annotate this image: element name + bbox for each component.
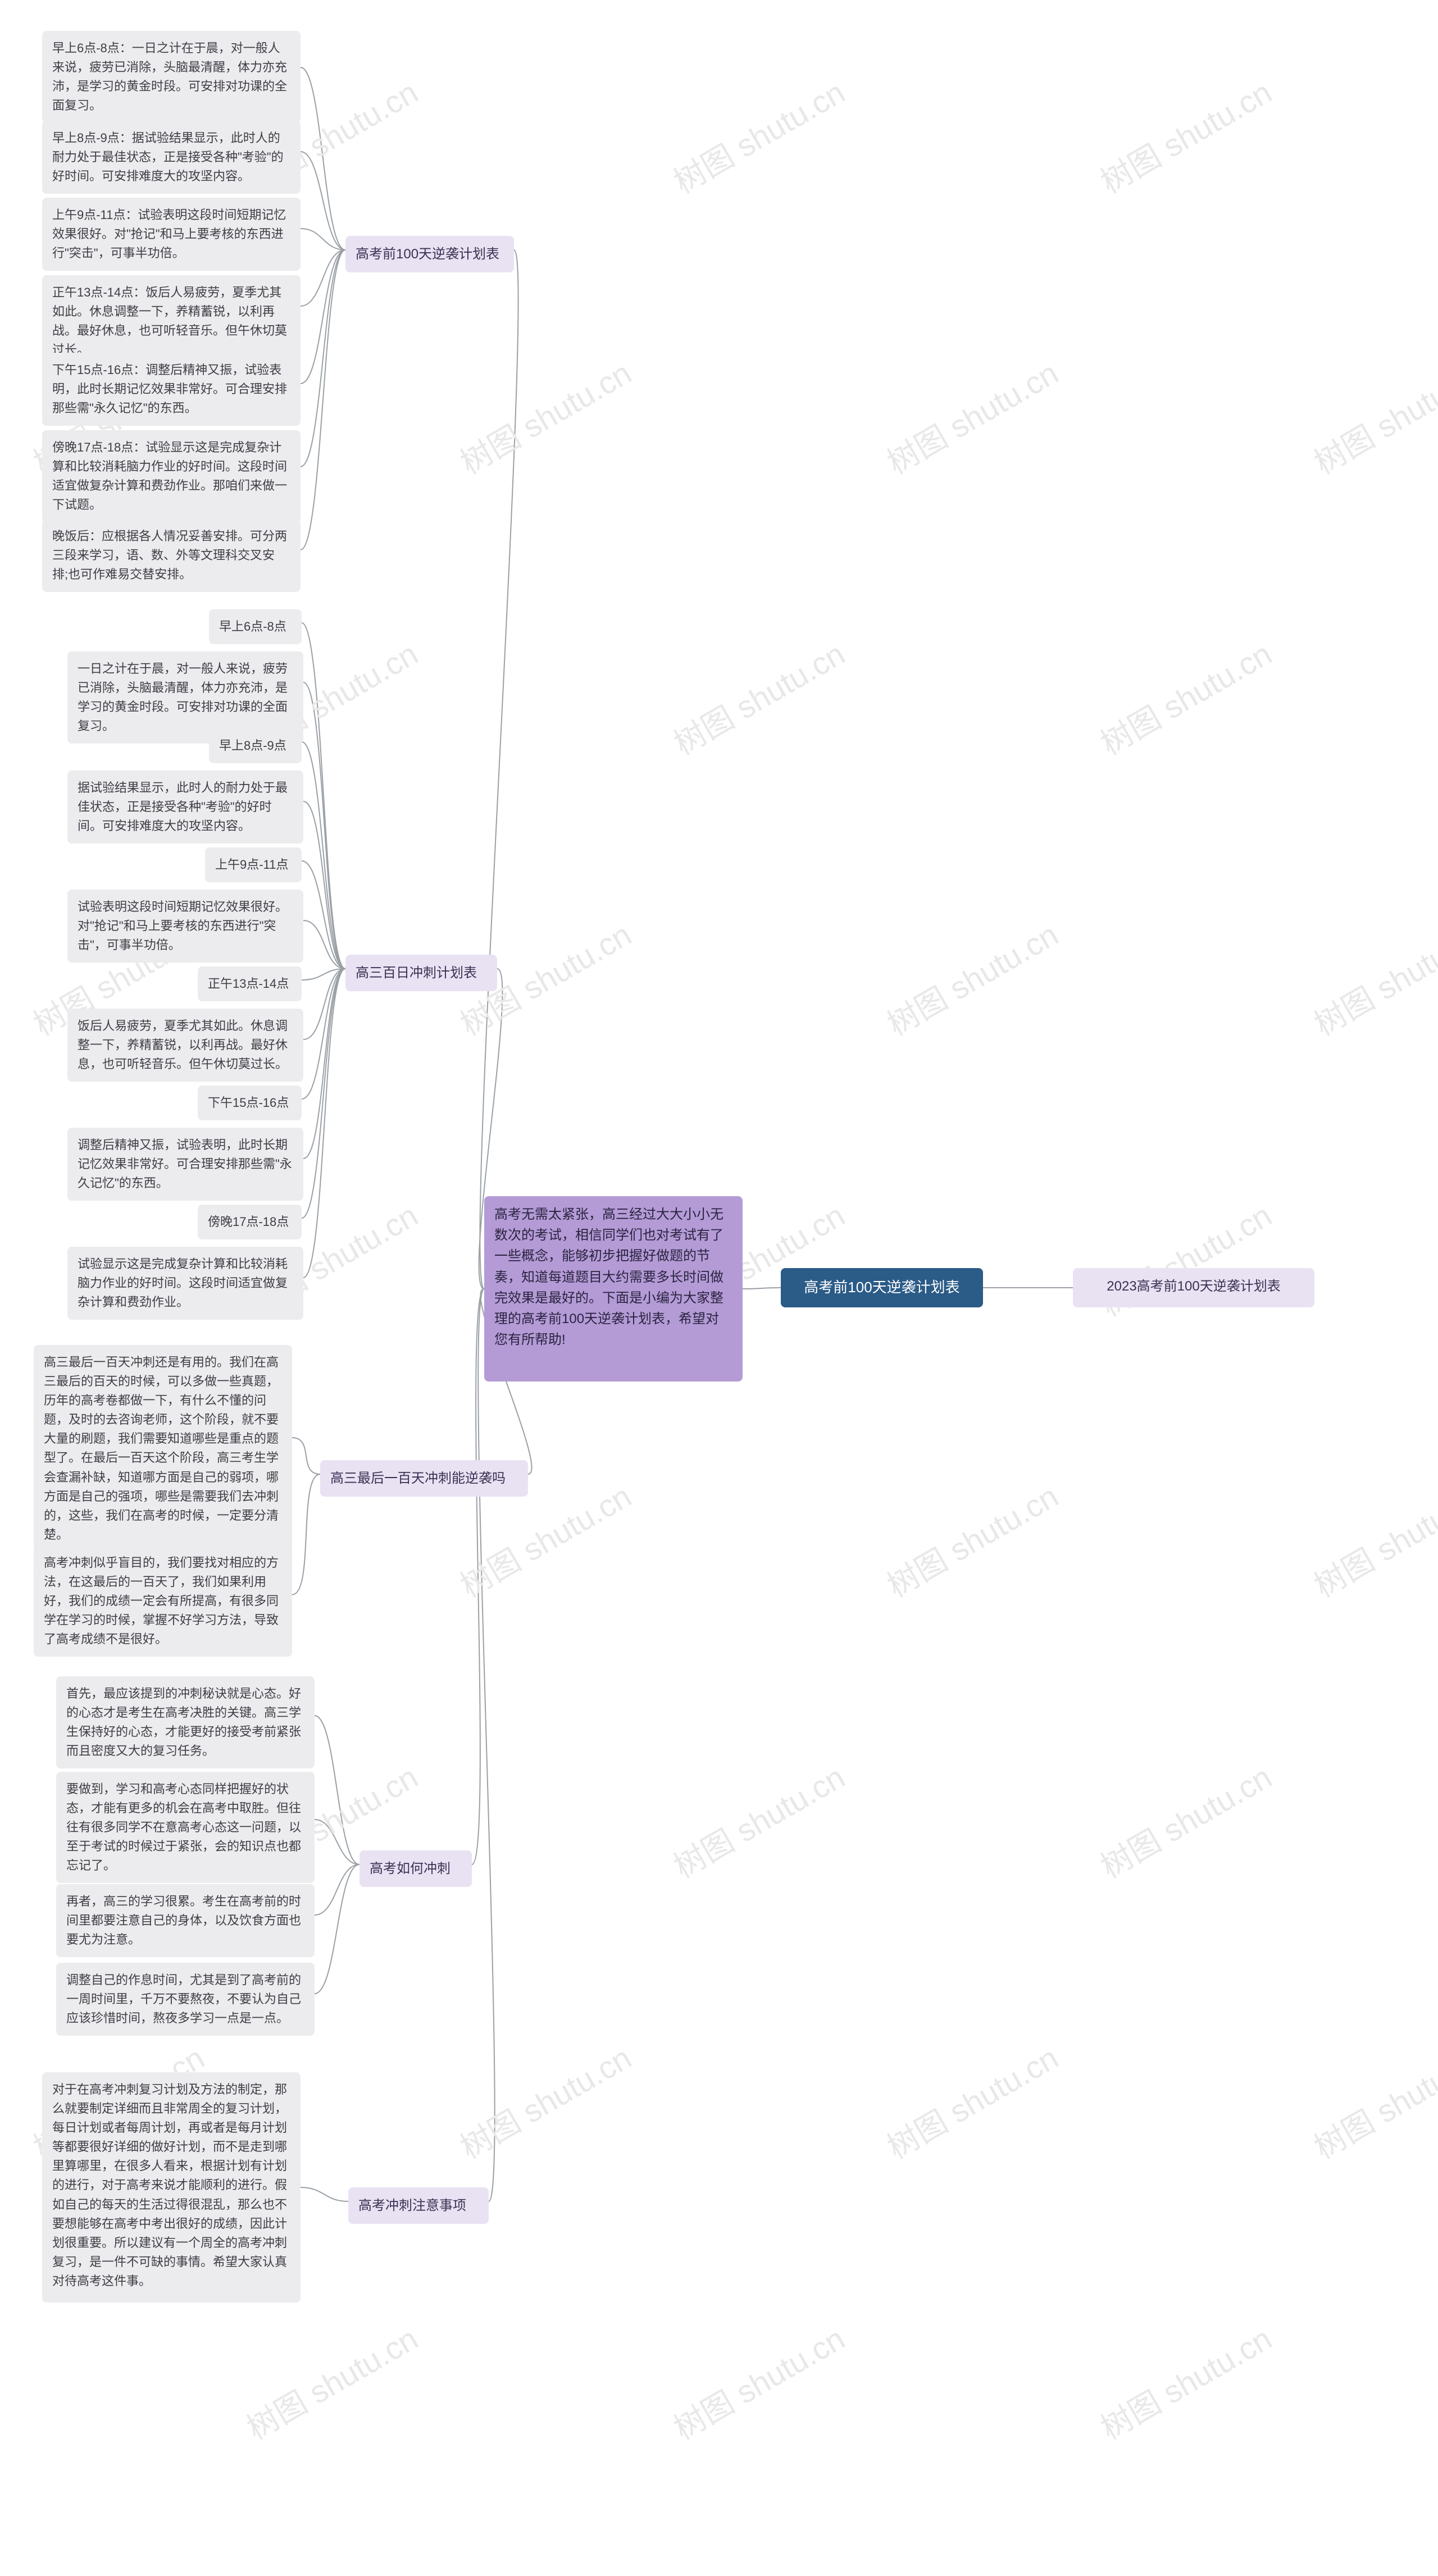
watermark: 树图 shutu.cn (450, 2034, 638, 2168)
leaf-s3-0: 高三最后一百天冲刺还是有用的。我们在高三最后的百天的时候，可以多做一些真题，历年… (34, 1345, 292, 1552)
leaf-s2-8: 下午15点-16点 (198, 1086, 302, 1120)
leaf-s2-10: 傍晚17点-18点 (198, 1205, 302, 1239)
watermark: 树图 shutu.cn (664, 630, 852, 764)
leaf-s2-4: 上午9点-11点 (205, 847, 302, 882)
leaf-s4-0: 首先，最应该提到的冲刺秘诀就是心态。好的心态才是考生在高考决胜的关键。高三学生保… (56, 1676, 315, 1768)
leaf-s2-11: 试验显示这是完成复杂计算和比较消耗脑力作业的好时间。这段时间适宜做复杂计算和费劲… (67, 1247, 303, 1320)
watermark: 树图 shutu.cn (1091, 1753, 1278, 1887)
section-s2: 高三百日冲刺计划表 (345, 955, 497, 991)
leaf-s1-4: 下午15点-16点：调整后精神又振，试验表明，此时长期记忆效果非常好。可合理安排… (42, 353, 301, 426)
watermark: 树图 shutu.cn (1304, 910, 1438, 1045)
watermark: 树图 shutu.cn (1304, 2034, 1438, 2168)
leaf-s1-1: 早上8点-9点：据试验结果显示，此时人的耐力处于最佳状态，正是接受各种"考验"的… (42, 121, 301, 194)
watermark: 树图 shutu.cn (1091, 68, 1278, 203)
leaf-s2-2: 早上8点-9点 (209, 728, 302, 763)
watermark: 树图 shutu.cn (664, 68, 852, 203)
leaf-s5-0: 对于在高考冲刺复习计划及方法的制定，那么就要制定详细而且非常周全的复习计划，每日… (42, 2072, 301, 2303)
watermark: 树图 shutu.cn (877, 2034, 1065, 2168)
right-branch-node: 2023高考前100天逆袭计划表 (1073, 1268, 1314, 1307)
leaf-s2-9: 调整后精神又振，试验表明，此时长期记忆效果非常好。可合理安排那些需"永久记忆"的… (67, 1128, 303, 1201)
leaf-s1-5: 傍晚17点-18点：试验显示这是完成复杂计算和比较消耗脑力作业的好时间。这段时间… (42, 430, 301, 522)
leaf-s1-2: 上午9点-11点：试验表明这段时间短期记忆效果很好。对"抢记"和马上要考核的东西… (42, 198, 301, 271)
watermark: 树图 shutu.cn (1091, 630, 1278, 764)
watermark: 树图 shutu.cn (237, 2314, 425, 2449)
section-s3: 高三最后一百天冲刺能逆袭吗 (320, 1460, 528, 1497)
leaf-s2-6: 正午13点-14点 (198, 966, 302, 1001)
leaf-s3-1: 高考冲刺似乎盲目的，我们要找对相应的方法，在这最后的一百天了，我们如果利用好，我… (34, 1545, 292, 1657)
watermark: 树图 shutu.cn (1304, 349, 1438, 484)
leaf-s4-2: 再者，高三的学习很累。考生在高考前的时间里都要注意自己的身体，以及饮食方面也要尤… (56, 1884, 315, 1957)
intro-node: 高考无需太紧张，高三经过大大小小无数次的考试，相信同学们也对考试有了一些概念，能… (484, 1196, 743, 1382)
leaf-s2-7: 饭后人易疲劳，夏季尤其如此。休息调整一下，养精蓄锐，以利再战。最好休息，也可听轻… (67, 1009, 303, 1082)
leaf-s1-0: 早上6点-8点：一日之计在于晨，对一般人来说，疲劳已消除，头脑最清醒，体力亦充沛… (42, 31, 301, 123)
watermark: 树图 shutu.cn (450, 349, 638, 484)
watermark: 树图 shutu.cn (1091, 2314, 1278, 2449)
watermark: 树图 shutu.cn (664, 2314, 852, 2449)
watermark: 树图 shutu.cn (877, 910, 1065, 1045)
leaf-s1-6: 晚饭后：应根据各人情况妥善安排。可分两三段来学习，语、数、外等文理科交叉安排;也… (42, 519, 301, 592)
section-s1: 高考前100天逆袭计划表 (345, 236, 514, 272)
leaf-s4-3: 调整自己的作息时间，尤其是到了高考前的一周时间里，千万不要熬夜，不要认为自己应该… (56, 1963, 315, 2036)
leaf-s2-3: 据试验结果显示，此时人的耐力处于最佳状态，正是接受各种"考验"的好时间。可安排难… (67, 770, 303, 844)
watermark: 树图 shutu.cn (877, 349, 1065, 484)
section-s4: 高考如何冲刺 (360, 1850, 472, 1887)
leaf-s2-5: 试验表明这段时间短期记忆效果很好。对"抢记"和马上要考核的东西进行"突击"，可事… (67, 890, 303, 963)
leaf-s4-1: 要做到，学习和高考心态同样把握好的状态，才能有更多的机会在高考中取胜。但往往有很… (56, 1772, 315, 1883)
watermark: 树图 shutu.cn (664, 1753, 852, 1887)
leaf-s2-0: 早上6点-8点 (209, 609, 302, 644)
watermark: 树图 shutu.cn (1304, 1472, 1438, 1607)
watermark: 树图 shutu.cn (877, 1472, 1065, 1607)
section-s5: 高考冲刺注意事项 (348, 2187, 489, 2224)
root-node: 高考前100天逆袭计划表 (781, 1268, 983, 1307)
